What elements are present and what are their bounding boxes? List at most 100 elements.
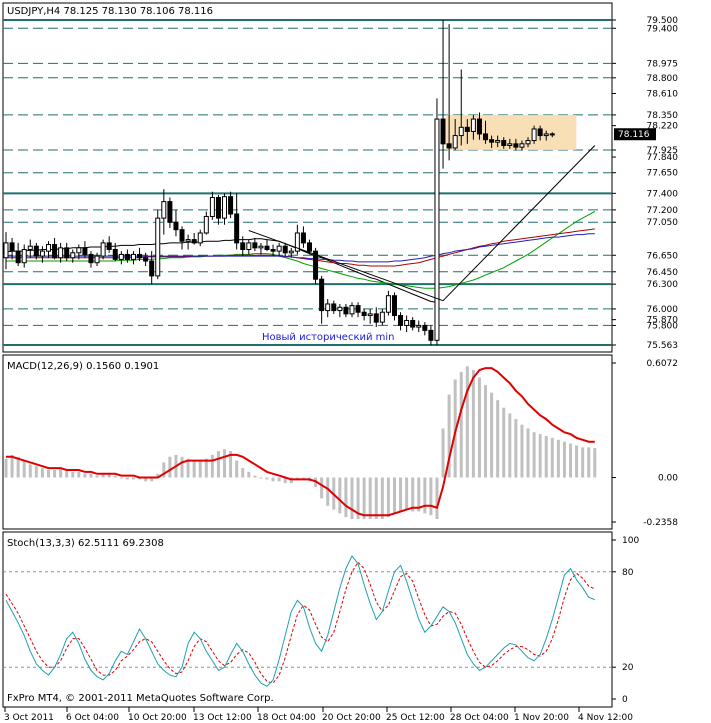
macd-bar [186,458,190,478]
macd-bar [28,464,32,478]
candle-body [513,143,519,148]
macd-bar [40,468,44,478]
candle-body [525,140,531,145]
candle-body [27,245,33,250]
time-tick-label: 3 Oct 2011 [4,713,54,723]
time-tick-label: 13 Oct 12:00 [193,713,252,723]
macd-bar [532,432,536,478]
candle-body [434,118,440,341]
macd-bar [556,439,560,478]
macd-bar [59,468,63,478]
current-price-label: 78.116 [618,130,650,140]
time-tick-label: 20 Oct 20:00 [322,713,381,723]
candle-body [106,242,112,250]
macd-bar [22,460,26,478]
candle-body [234,213,240,244]
time-tick-label: 28 Oct 04:00 [450,713,509,723]
macd-bar [429,477,433,516]
macd-bar [283,477,287,484]
price-tick-label: 75.870 [647,316,679,326]
candle-body [337,306,343,312]
candle-body [76,247,82,254]
price-tick-label: 78.350 [647,111,679,121]
candle-body [404,319,410,326]
macd-bar [441,428,445,478]
macd-bar [16,456,20,478]
candle-body [173,221,179,231]
candle-body [100,242,106,257]
macd-bar [477,377,481,478]
macd-tick-label: -0.2358 [643,518,678,528]
candle-body [319,278,325,312]
candle-body [124,253,130,260]
stoch-lines [5,554,596,687]
trend-line-0 [248,230,444,302]
time-tick-label: 1 Nov 20:00 [514,713,569,723]
candle-body [446,143,452,149]
price-tick-label: 77.840 [647,153,679,163]
macd-bar [125,477,129,480]
macd-bar [216,451,220,478]
candle-body [391,295,397,317]
macd-bar [131,477,135,480]
macd-bar [544,436,548,478]
macd-tick-label: 0.00 [658,474,678,484]
candle-body [373,313,379,323]
stoch-tick-label: 20 [622,663,634,673]
moving-average-1 [6,211,596,289]
macd-bar [405,477,409,510]
macd-bar [241,468,245,478]
macd-bar [101,473,105,478]
candle-body [379,311,385,323]
macd-bar [581,447,585,478]
candle-body [507,143,513,146]
price-tick-label: 76.000 [647,305,679,315]
price-tick-label: 78.220 [647,122,679,132]
candle-body [191,239,197,244]
candle-body [270,248,276,252]
price-tick-label: 78.800 [647,74,679,84]
macd-bar [34,466,38,478]
macd-bar [538,434,542,478]
macd-bar [459,371,463,478]
price-tick-label: 76.650 [647,251,679,261]
price-tick-label: 77.400 [647,189,679,199]
candle-body [343,306,349,315]
candle-body [52,244,58,259]
candle-body [307,242,312,252]
macd-bar [496,400,500,478]
macd-bar [71,471,75,478]
candle-body [64,247,70,259]
macd-bar [593,448,597,478]
candle-body [416,324,422,328]
macd-bar [417,477,421,512]
candle-body [88,253,94,264]
macd-bar [423,477,427,514]
candle-body [349,305,355,315]
macd-bar [569,443,573,478]
candle-body [3,242,9,259]
time-tick-label: 6 Oct 04:00 [66,713,119,723]
candle-body [519,143,525,148]
candle-body [21,248,27,264]
price-tick-label: 77.200 [647,206,679,216]
stoch-tick-label: 80 [622,568,634,578]
candle-body [549,133,555,136]
candle-body [464,126,470,132]
candle-body [143,257,149,262]
candle-body [252,242,258,249]
macd-bar [95,475,99,478]
macd-bar [46,469,50,478]
candle-body [398,315,404,326]
candle-body [240,242,246,250]
macd-bar [386,477,390,518]
candle-body [215,196,221,219]
candle-body [495,140,501,143]
macd-bar [435,477,439,520]
macd-bar [514,419,518,478]
macd-bar [229,451,233,478]
macd-bar [587,447,591,478]
stoch-signal-line [5,561,596,684]
